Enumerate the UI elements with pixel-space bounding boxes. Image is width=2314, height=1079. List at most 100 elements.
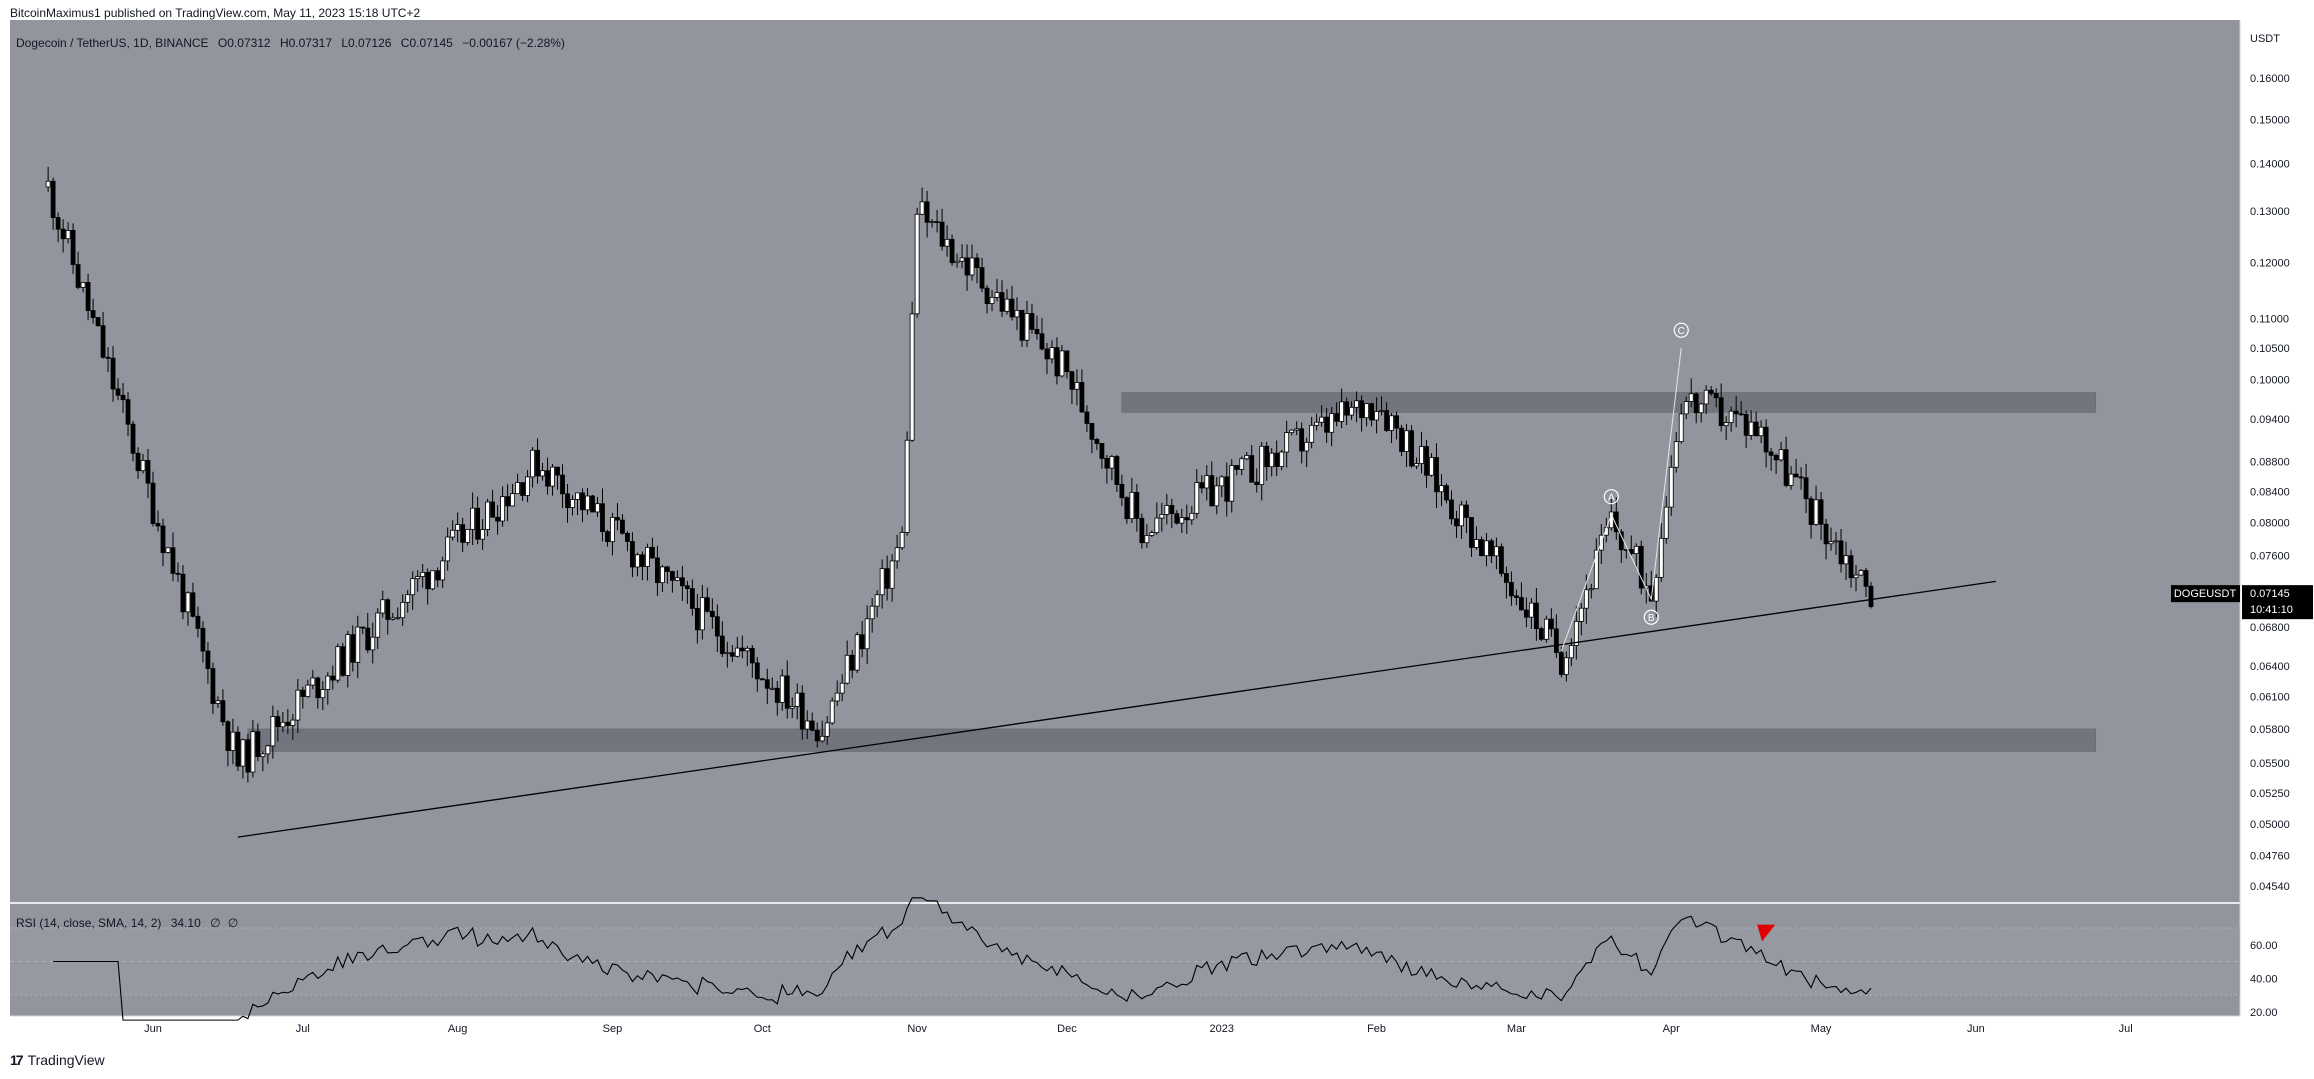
candle-body	[1838, 540, 1844, 565]
high-label: H	[279, 36, 289, 50]
candle-body	[1284, 432, 1290, 453]
candle-body	[1429, 457, 1434, 476]
candle-body	[445, 536, 451, 562]
candle-body	[864, 618, 870, 650]
support-zone	[247, 728, 2097, 752]
candle-body	[749, 647, 755, 664]
candle-body	[550, 466, 555, 487]
candle-body	[305, 684, 311, 698]
price-pane	[10, 20, 2240, 902]
candle-body	[1104, 458, 1110, 469]
candle-body	[709, 610, 715, 618]
candle-body	[989, 296, 995, 305]
candle-body	[1034, 328, 1040, 335]
candle-body	[1843, 555, 1849, 565]
rsi-value: 34.10	[170, 916, 201, 930]
candle-body	[260, 753, 266, 757]
candle-body	[325, 675, 331, 690]
candle-body	[265, 745, 271, 755]
candle-body	[1713, 392, 1719, 399]
rsi-label[interactable]: RSI (14, close, SMA, 14, 2)	[16, 916, 162, 930]
wave-label-text: B	[1648, 613, 1655, 624]
candle-body	[1099, 443, 1105, 459]
candle-body	[1593, 549, 1599, 590]
rsi-tick-label: 40.00	[2250, 973, 2278, 985]
candle-body	[555, 466, 560, 476]
candle-body	[1703, 389, 1709, 405]
time-tick-label: Jul	[2119, 1023, 2133, 1035]
candle-body	[894, 547, 900, 562]
candle-body	[899, 532, 905, 549]
candle-body	[630, 541, 635, 568]
footer-brand[interactable]: TradingView	[27, 1052, 105, 1068]
open-value: 0.07312	[227, 36, 271, 50]
candle-body	[1558, 652, 1564, 675]
time-tick-label: Feb	[1367, 1023, 1386, 1035]
candle-body	[1254, 481, 1260, 485]
price-tick-label: 0.06800	[2250, 622, 2290, 634]
candle-body	[1114, 456, 1120, 485]
candle-body	[1818, 499, 1824, 525]
candle-body	[615, 517, 620, 521]
candle-body	[295, 689, 301, 721]
candle-body	[535, 449, 540, 477]
candle-body	[1049, 347, 1055, 360]
candle-body	[1334, 413, 1340, 422]
candle-body	[1264, 445, 1270, 468]
candle-body	[1404, 430, 1409, 452]
candle-body	[570, 499, 575, 508]
candle-body	[90, 310, 96, 318]
candle-body	[1189, 512, 1195, 521]
candle-body	[1074, 382, 1080, 390]
candle-body	[1524, 609, 1529, 618]
time-tick-label: Sep	[603, 1023, 623, 1035]
candle-body	[994, 292, 1000, 298]
candle-body	[1079, 382, 1085, 413]
candle-body	[919, 201, 925, 215]
candle-body	[1439, 485, 1444, 493]
candle-body	[704, 597, 710, 612]
candle-body	[1813, 499, 1819, 525]
price-tick-label: 0.05000	[2250, 819, 2290, 831]
candle-body	[1763, 426, 1769, 453]
candle-body	[884, 568, 890, 589]
price-tick-label: 0.04760	[2250, 851, 2290, 863]
candle-body	[794, 692, 800, 707]
candle-body	[100, 325, 106, 358]
candle-body	[125, 399, 131, 425]
candle-body	[175, 572, 181, 575]
wave-label-a: A	[1603, 489, 1619, 505]
candle-body	[320, 689, 326, 699]
candle-body	[1134, 491, 1140, 519]
wave-label-circle	[1603, 489, 1619, 505]
candle-body	[1249, 455, 1255, 483]
candle-body	[844, 654, 850, 684]
candle-body	[829, 700, 835, 724]
candle-body	[1768, 451, 1774, 456]
candle-body	[824, 722, 830, 737]
price-tick-label: 0.08400	[2250, 486, 2290, 498]
candle-body	[660, 566, 665, 584]
symbol-name[interactable]: Dogecoin / TetherUS, 1D, BINANCE	[16, 36, 209, 50]
candle-body	[1853, 574, 1859, 579]
candle-body	[1648, 585, 1654, 602]
rsi-extra-2: ∅	[227, 916, 239, 930]
candle-body	[1464, 504, 1469, 518]
candle-body	[869, 605, 875, 620]
candle-body	[235, 731, 241, 767]
wave-label-circle	[1673, 322, 1689, 338]
candle-body	[1628, 549, 1634, 555]
price-tag-value: 0.07145	[2250, 588, 2290, 600]
candle-body	[879, 568, 885, 596]
candle-body	[1479, 539, 1484, 557]
candle-body	[530, 449, 535, 478]
price-tick-label: 0.09400	[2250, 414, 2290, 426]
candle-body	[50, 180, 56, 218]
candle-body	[1229, 465, 1235, 502]
candle-body	[999, 292, 1005, 312]
candle-body	[335, 646, 341, 681]
candle-body	[110, 357, 116, 390]
candle-body	[480, 529, 486, 540]
candle-body	[1024, 313, 1030, 341]
